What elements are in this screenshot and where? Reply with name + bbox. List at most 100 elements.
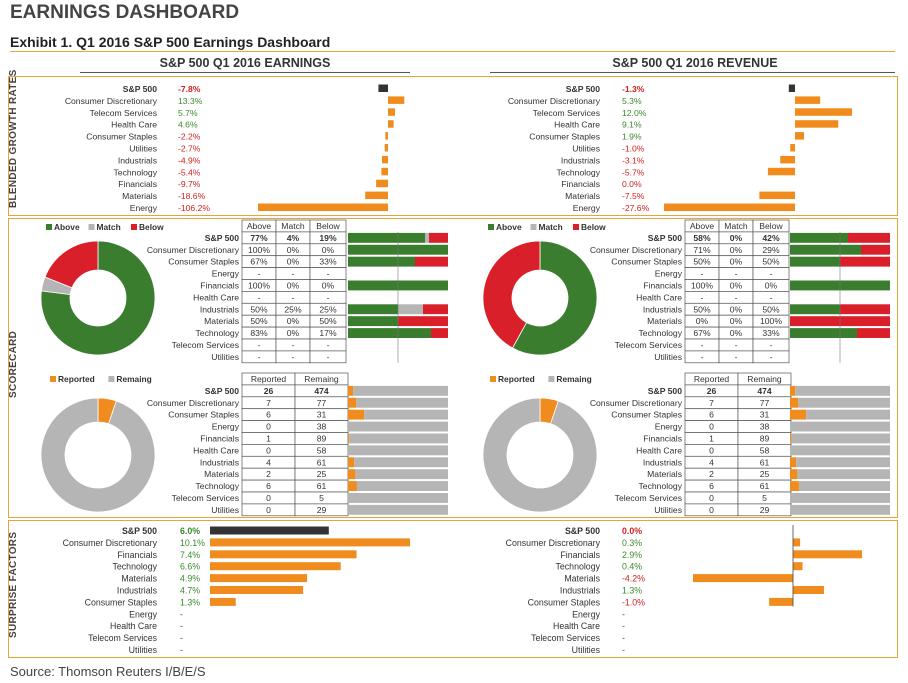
earnings-scorecard-legend-below: Below <box>139 222 164 232</box>
revenue-surprise-label-health-care: Health Care <box>553 621 600 631</box>
revenue-reported-cell-sp-500-reported: 26 <box>707 386 717 396</box>
revenue-scorecard-cell-box-utilities-below <box>752 350 790 364</box>
earnings-reported-header-remaining: Remaing <box>304 374 339 384</box>
earnings-reported-cell-industrials-remaining: 61 <box>317 457 327 467</box>
revenue-scorecard-bar-consumer-discretionary-below <box>861 244 890 255</box>
earnings-scorecard-bar-materials-above <box>348 316 398 327</box>
earnings-reported-row-label-technology: Technology <box>196 481 240 491</box>
revenue-scorecard-row-label-financials: Financials <box>643 281 682 291</box>
revenue-surprise-bar-industrials <box>793 586 824 594</box>
earnings-scorecard-cell-telecom-services-match: - <box>292 340 295 350</box>
revenue-surprise-bar-technology <box>793 562 803 571</box>
revenue-surprise-bar-materials <box>693 574 793 583</box>
earnings-growth-value-financials: -9.7% <box>178 179 201 189</box>
earnings-scorecard-row-label-consumer-discretionary: Consumer Discretionary <box>147 245 240 255</box>
dashboard-chart: S&P 500 -7.8% Consumer Discretionary 13.3% T… <box>40 84 890 655</box>
revenue-growth-label-utilities: Utilities <box>572 144 600 154</box>
earnings-reported-bar-materials-remaining <box>355 469 448 480</box>
earnings-reported-row-label-energy: Energy <box>212 422 240 432</box>
earnings-growth-label-materials: Materials <box>122 191 157 201</box>
revenue-growth-value-industrials: -3.1% <box>622 155 645 165</box>
earnings-scorecard-cell-sp-500-above: 77% <box>250 233 268 243</box>
revenue-reported-legend-reported: Reported <box>498 374 535 384</box>
revenue-reported-row-label-technology: Technology <box>639 481 683 491</box>
earnings-reported-row-label-consumer-staples: Consumer Staples <box>168 410 239 420</box>
revenue-growth-bar-energy <box>663 203 795 211</box>
earnings-growth-bar-technology <box>381 167 388 176</box>
earnings-scorecard-cell-materials-match: 0% <box>287 316 300 326</box>
revenue-scorecard-cell-consumer-staples-above: 50% <box>693 257 711 267</box>
revenue-scorecard-legend-swatch-above <box>488 224 494 230</box>
earnings-scorecard-bar-materials-below <box>398 316 448 327</box>
earnings-reported-row-label-financials: Financials <box>200 434 239 444</box>
revenue-scorecard-bar-industrials-below <box>840 304 890 315</box>
revenue-surprise-label-telecom-services: Telecom Services <box>531 633 601 643</box>
earnings-reported-row-label-industrials: Industrials <box>200 457 239 467</box>
earnings-scorecard-cell-industrials-below: 25% <box>319 304 337 314</box>
earnings-reported-bar-consumer-discretionary-reported <box>348 397 357 408</box>
revenue-growth-label-telecom-services: Telecom Services <box>533 108 600 118</box>
revenue-reported-row-label-consumer-discretionary: Consumer Discretionary <box>590 398 683 408</box>
revenue-scorecard-cell-industrials-above: 50% <box>693 304 711 314</box>
earnings-scorecard-legend-swatch-match <box>88 224 95 230</box>
earnings-scorecard-cell-sp-500-below: 19% <box>319 233 337 243</box>
revenue-reported-cell-technology-reported: 6 <box>709 481 714 491</box>
revenue-surprise-value-financials: 2.9% <box>622 550 642 560</box>
earnings-surprise-value-energy: - <box>180 609 183 619</box>
revenue-scorecard-cell-financials-match: 0% <box>730 281 743 291</box>
earnings-scorecard-legend-swatch-below <box>131 224 137 230</box>
earnings-growth-value-industrials: -4.9% <box>178 155 201 165</box>
revenue-growth-label-technology: Technology <box>557 167 601 177</box>
earnings-title-rule <box>80 72 410 73</box>
earnings-reported-cell-technology-reported: 6 <box>266 481 271 491</box>
revenue-reported-cell-telecom-services-remaining: 5 <box>762 493 767 503</box>
revenue-scorecard-cell-sp-500-above: 58% <box>693 233 711 243</box>
revenue-reported-bar-industrials-remaining <box>796 457 890 468</box>
revenue-scorecard-cell-consumer-staples-match: 0% <box>730 257 743 267</box>
earnings-growth-bar-financials <box>376 179 388 188</box>
revenue-scorecard-row-label-sp-500: S&P 500 <box>648 233 682 243</box>
earnings-scorecard-cell-utilities-below: - <box>327 352 330 362</box>
earnings-scorecard-cell-industrials-above: 50% <box>250 304 268 314</box>
revenue-reported-cell-utilities-remaining: 29 <box>760 505 770 515</box>
revenue-surprise-value-industrials: 1.3% <box>622 586 642 596</box>
earnings-scorecard-cell-technology-above: 83% <box>250 328 268 338</box>
earnings-scorecard-cell-consumer-discretionary-above: 100% <box>248 245 270 255</box>
revenue-surprise-label-utilities: Utilities <box>572 645 601 655</box>
earnings-growth-value-sp-500: -7.8% <box>178 84 201 94</box>
revenue-growth-label-energy: Energy <box>573 203 601 213</box>
revenue-scorecard-bar-sp-500-above <box>790 232 848 243</box>
earnings-reported-legend-swatch-reported <box>50 376 56 382</box>
growth-section <box>8 76 898 216</box>
revenue-growth-bar-health-care <box>795 120 839 128</box>
earnings-reported-cell-materials-reported: 2 <box>266 469 271 479</box>
earnings-scorecard-bar-technology-below <box>431 328 448 338</box>
earnings-scorecard-cell-technology-match: 0% <box>287 328 300 338</box>
revenue-surprise-label-industrials: Industrials <box>560 586 601 596</box>
earnings-scorecard-cell-energy-match: - <box>292 269 295 279</box>
earnings-growth-value-telecom-services: 5.7% <box>178 108 198 118</box>
revenue-reported-cell-telecom-services-reported: 0 <box>709 493 714 503</box>
revenue-scorecard-cell-utilities-above: - <box>701 352 704 362</box>
revenue-reported-bar-telecom-services-remaining <box>790 493 890 503</box>
earnings-scorecard-bar-consumer-staples-above <box>348 256 415 267</box>
revenue-scorecard-legend-swatch-below <box>573 224 579 230</box>
earnings-surprise-label-technology: Technology <box>112 562 157 572</box>
revenue-growth-bar-sp-500 <box>788 84 795 92</box>
earnings-scorecard-cell-utilities-above: - <box>258 352 261 362</box>
earnings-reported-row-label-telecom-services: Telecom Services <box>172 493 239 503</box>
earnings-reported-legend-swatch-remaining <box>108 376 115 382</box>
earnings-growth-value-energy: -106.2% <box>178 203 210 213</box>
revenue-reported-bar-sp-500-remaining <box>795 385 890 396</box>
revenue-scorecard-header-below: Below <box>759 221 783 231</box>
earnings-surprise-bar-industrials <box>210 586 304 594</box>
earnings-surprise-label-consumer-discretionary: Consumer Discretionary <box>63 538 158 548</box>
earnings-scorecard-legend-swatch-above <box>46 224 52 230</box>
earnings-scorecard-row-label-telecom-services: Telecom Services <box>172 340 239 350</box>
earnings-scorecard-cell-sp-500-match: 4% <box>287 233 300 243</box>
top-rule <box>10 51 895 52</box>
revenue-reported-bar-materials-reported <box>790 469 798 480</box>
revenue-reported-cell-consumer-discretionary-reported: 7 <box>709 398 714 408</box>
revenue-scorecard-cell-technology-below: 33% <box>762 328 780 338</box>
revenue-reported-cell-industrials-reported: 4 <box>709 457 714 467</box>
